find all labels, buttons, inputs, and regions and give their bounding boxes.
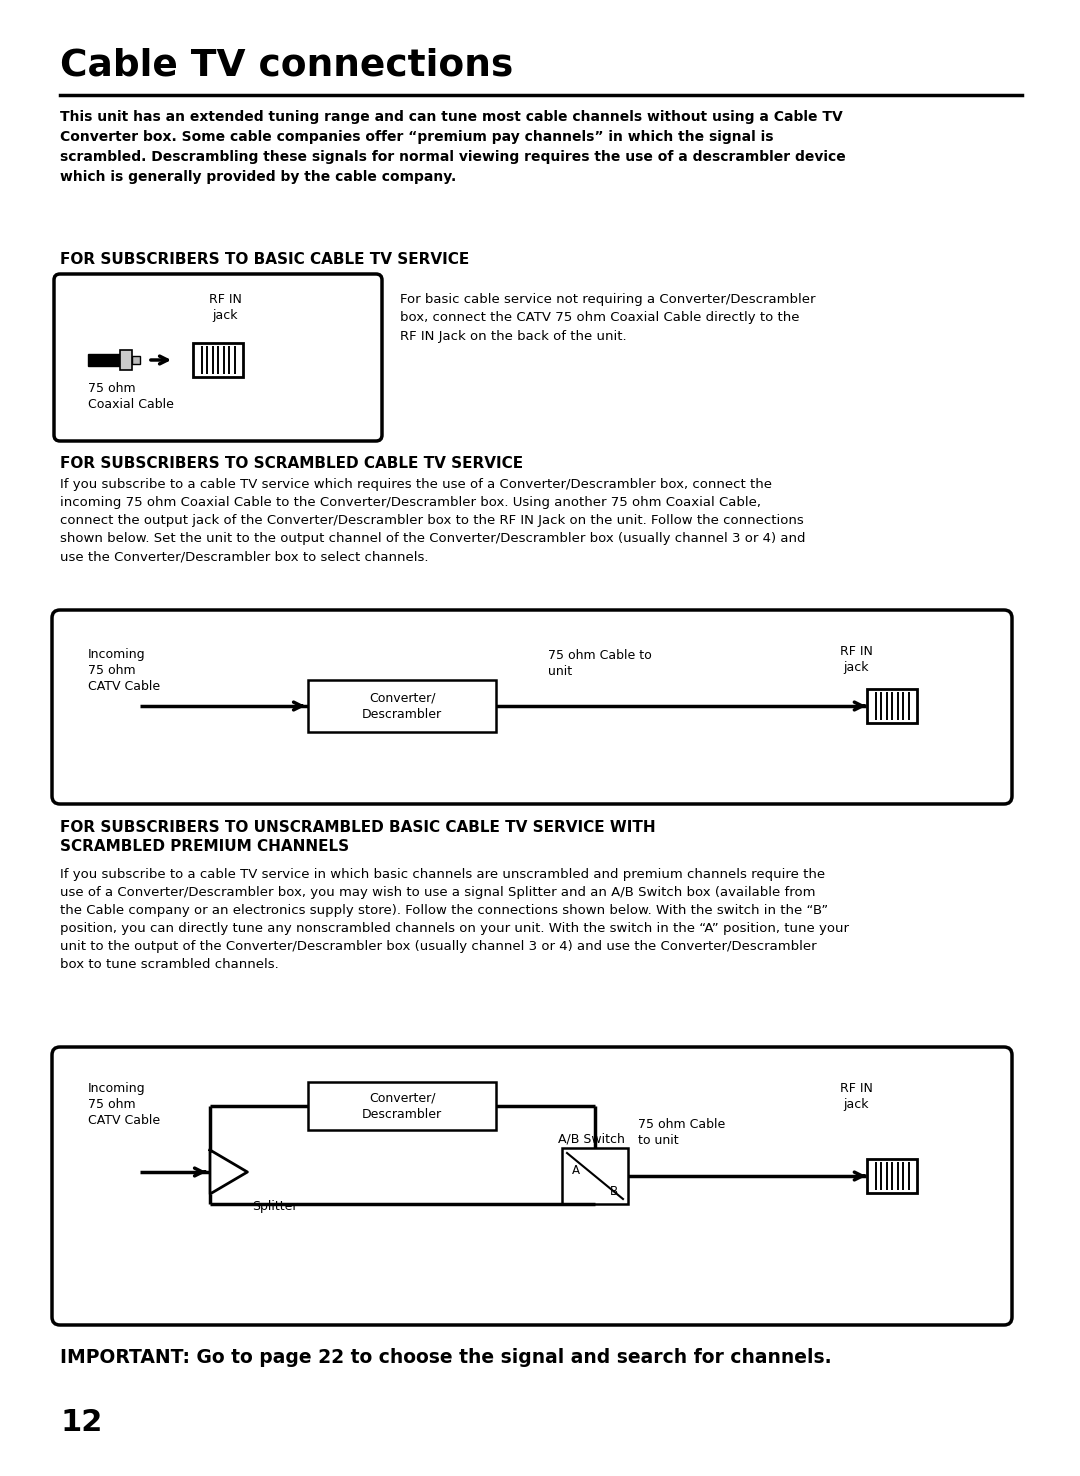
Text: RF IN
jack: RF IN jack bbox=[208, 294, 242, 322]
Text: RF IN
jack: RF IN jack bbox=[839, 645, 873, 675]
FancyBboxPatch shape bbox=[54, 275, 382, 441]
Bar bbox=[132, 356, 140, 365]
Text: A/B Switch: A/B Switch bbox=[558, 1132, 625, 1145]
Bar bbox=[867, 1159, 917, 1193]
Text: A: A bbox=[572, 1165, 580, 1176]
FancyBboxPatch shape bbox=[52, 610, 1012, 804]
FancyBboxPatch shape bbox=[52, 1046, 1012, 1325]
Bar bbox=[867, 689, 917, 723]
Text: This unit has an extended tuning range and can tune most cable channels without : This unit has an extended tuning range a… bbox=[60, 111, 846, 184]
Bar bbox=[87, 354, 120, 366]
Bar bbox=[308, 680, 496, 732]
Text: Incoming
75 ohm
CATV Cable: Incoming 75 ohm CATV Cable bbox=[87, 648, 160, 694]
Text: 75 ohm Cable to
unit: 75 ohm Cable to unit bbox=[548, 649, 651, 677]
Text: Cable TV connections: Cable TV connections bbox=[60, 49, 513, 84]
Text: 75 ohm Cable
to unit: 75 ohm Cable to unit bbox=[638, 1117, 726, 1147]
Text: IMPORTANT: Go to page 22 to choose the signal and search for channels.: IMPORTANT: Go to page 22 to choose the s… bbox=[60, 1348, 832, 1367]
Text: If you subscribe to a cable TV service in which basic channels are unscrambled a: If you subscribe to a cable TV service i… bbox=[60, 868, 849, 971]
Bar bbox=[308, 1082, 496, 1131]
Bar bbox=[867, 689, 917, 723]
Bar bbox=[193, 342, 243, 376]
Bar bbox=[120, 350, 132, 370]
Text: FOR SUBSCRIBERS TO SCRAMBLED CABLE TV SERVICE: FOR SUBSCRIBERS TO SCRAMBLED CABLE TV SE… bbox=[60, 456, 523, 471]
Bar bbox=[867, 1159, 917, 1193]
Text: If you subscribe to a cable TV service which requires the use of a Converter/Des: If you subscribe to a cable TV service w… bbox=[60, 478, 806, 562]
Polygon shape bbox=[210, 1150, 247, 1194]
Text: 75 ohm
Coaxial Cable: 75 ohm Coaxial Cable bbox=[87, 382, 174, 410]
Bar bbox=[562, 1148, 627, 1204]
Bar bbox=[193, 342, 243, 376]
Text: For basic cable service not requiring a Converter/Descrambler
box, connect the C: For basic cable service not requiring a … bbox=[400, 294, 815, 342]
Text: RF IN
jack: RF IN jack bbox=[839, 1082, 873, 1111]
Text: Incoming
75 ohm
CATV Cable: Incoming 75 ohm CATV Cable bbox=[87, 1082, 160, 1128]
Text: B: B bbox=[610, 1185, 618, 1199]
Text: FOR SUBSCRIBERS TO UNSCRAMBLED BASIC CABLE TV SERVICE WITH: FOR SUBSCRIBERS TO UNSCRAMBLED BASIC CAB… bbox=[60, 821, 656, 835]
Text: 12: 12 bbox=[60, 1408, 103, 1438]
Text: Converter/
Descrambler: Converter/ Descrambler bbox=[362, 691, 442, 720]
Text: Converter/
Descrambler: Converter/ Descrambler bbox=[362, 1091, 442, 1120]
Text: Splitter: Splitter bbox=[252, 1200, 297, 1213]
Text: SCRAMBLED PREMIUM CHANNELS: SCRAMBLED PREMIUM CHANNELS bbox=[60, 838, 349, 855]
Text: FOR SUBSCRIBERS TO BASIC CABLE TV SERVICE: FOR SUBSCRIBERS TO BASIC CABLE TV SERVIC… bbox=[60, 252, 469, 267]
